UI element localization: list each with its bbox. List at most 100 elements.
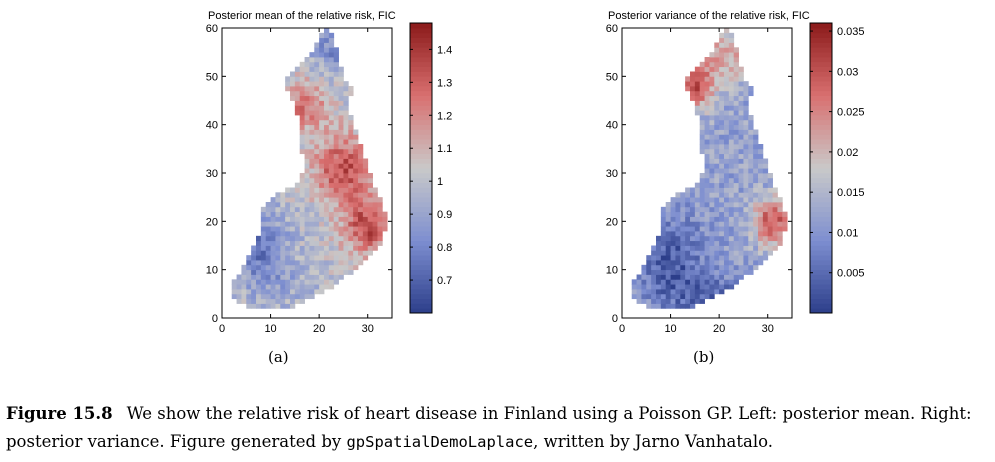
heatmap-cell (343, 144, 349, 150)
heatmap-cell (728, 66, 735, 72)
heatmap-cell (724, 52, 730, 58)
colorbar-segment (810, 187, 832, 193)
heatmap-cell (265, 284, 271, 290)
heatmap-cell (324, 192, 330, 198)
heatmap-cell (304, 173, 310, 179)
heatmap-cell (743, 173, 749, 179)
heatmap-cell (367, 245, 373, 251)
heatmap-cell (709, 139, 715, 145)
heatmap-cell (324, 110, 330, 116)
heatmap-cell (299, 269, 305, 275)
heatmap-cell (719, 279, 725, 285)
heatmap-cell (362, 255, 369, 261)
heatmap-cell (694, 206, 701, 213)
heatmap-cell (299, 289, 305, 295)
heatmap-cell (685, 211, 691, 217)
heatmap-cell (294, 260, 301, 266)
heatmap-cell (309, 61, 315, 68)
heatmap-cell (324, 115, 330, 121)
chart-a: Posterior mean of the relative risk, FIC… (206, 10, 453, 335)
heatmap-cell (314, 173, 320, 179)
heatmap-cell (694, 182, 701, 188)
heatmap-cell (699, 182, 705, 188)
heatmap-cell (362, 177, 369, 184)
heatmap-cell (246, 274, 252, 280)
heatmap-cell (724, 202, 730, 208)
heatmap-cell (367, 231, 373, 237)
heatmap-cell (285, 303, 291, 309)
heatmap-cell (748, 148, 754, 155)
heatmap-cell (651, 274, 657, 280)
heatmap-cell (670, 216, 676, 222)
heatmap-cell (324, 264, 330, 271)
heatmap-cell (709, 66, 715, 72)
heatmap-cell (362, 182, 369, 188)
colorbar-segment (810, 177, 832, 183)
heatmap-cell (699, 279, 705, 285)
heatmap-cell (314, 202, 320, 208)
heatmap-cell (333, 134, 339, 140)
x-tick-label: 10 (264, 323, 276, 335)
heatmap-cell (328, 187, 335, 193)
heatmap-cell (319, 235, 325, 242)
heatmap-cell (724, 32, 730, 39)
heatmap-cell (319, 148, 325, 155)
heatmap-cell (299, 245, 305, 251)
heatmap-cell (680, 303, 686, 309)
heatmap-cell (348, 226, 354, 232)
heatmap-cell (714, 90, 720, 97)
heatmap-cell (285, 81, 291, 87)
heatmap-cell (314, 110, 320, 116)
heatmap-cell (319, 274, 325, 280)
heatmap-cell (348, 173, 354, 179)
heatmap-cell (314, 211, 320, 217)
y-tick-label: 10 (206, 265, 218, 277)
heatmap-cell (704, 182, 710, 188)
heatmap-cell (753, 260, 759, 266)
heatmap-cell (328, 119, 335, 126)
heatmap-cell (733, 192, 739, 198)
heatmap-cell (299, 255, 305, 261)
heatmap-cell (338, 274, 344, 280)
colorbar-segment (410, 47, 432, 53)
heatmap-cell (299, 81, 305, 87)
heatmap-cell (694, 226, 701, 232)
heatmap-cell (324, 182, 330, 188)
heatmap-cell (728, 37, 735, 43)
heatmap-cell (719, 105, 725, 111)
colorbar-segment (810, 182, 832, 188)
heatmap-cell (656, 284, 662, 290)
heatmap-cell (372, 245, 378, 251)
heatmap-cell (719, 182, 725, 188)
heatmap-cell (246, 284, 252, 290)
heatmap-cell (353, 231, 359, 237)
heatmap-cell (362, 158, 369, 164)
heatmap-cell (767, 187, 773, 193)
heatmap-cell (670, 293, 676, 300)
heatmap-cell (314, 269, 320, 275)
heatmap-cell (728, 119, 735, 126)
caption-text: We show the relative risk of heart disea… (6, 404, 972, 451)
heatmap-cell (290, 216, 296, 222)
heatmap-cell (733, 148, 739, 155)
heatmap-cell (294, 226, 301, 232)
heatmap-cell (324, 158, 330, 164)
heatmap-cell (728, 129, 735, 135)
heatmap-cell (646, 279, 652, 285)
colorbar-segment (410, 182, 432, 188)
heatmap-cell (738, 250, 744, 256)
heatmap-cell (733, 245, 739, 251)
heatmap-cell (353, 173, 359, 179)
heatmap-cell (641, 293, 647, 300)
heatmap-cell (328, 32, 335, 39)
heatmap-cell (704, 293, 710, 300)
heatmap-cell (343, 110, 349, 116)
heatmap-cell (338, 119, 344, 126)
heatmap-cell (728, 269, 735, 275)
heatmap-cell (270, 240, 276, 246)
heatmap-cell (758, 216, 764, 222)
heatmap-cell (694, 289, 701, 295)
heatmap-cell (724, 255, 730, 261)
heatmap-cell (324, 61, 330, 68)
colorbar-segment (810, 27, 832, 34)
